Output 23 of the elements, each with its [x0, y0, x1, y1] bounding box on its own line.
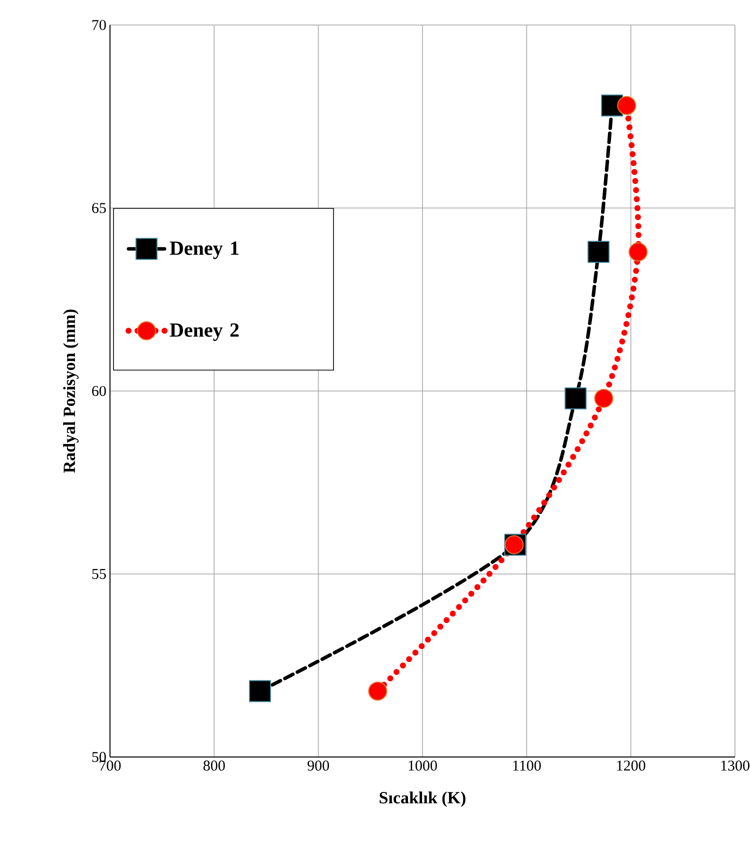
x-tick-label: 700 — [100, 760, 121, 771]
point — [368, 682, 388, 701]
x-tick-label: 1200 — [617, 760, 646, 771]
x-axis-title: Sıcaklık (K) — [380, 792, 466, 807]
point — [617, 96, 636, 116]
legend-label: Deney 2 — [170, 323, 239, 341]
y-tick-label: 55 — [92, 569, 106, 579]
y-tick-label: 50 — [92, 752, 106, 762]
x-tick-label: 900 — [308, 760, 330, 771]
point — [628, 242, 648, 262]
y-tick-label: 60 — [92, 386, 106, 396]
point — [248, 680, 271, 702]
y-tick-label: 70 — [92, 20, 106, 30]
legend-label: Deney 1 — [170, 242, 238, 260]
y-axis-title: Radyal Pozisyon (mm) — [63, 310, 79, 473]
x-tick-label: 800 — [203, 760, 225, 771]
point — [564, 387, 587, 410]
point — [588, 240, 610, 263]
x-tick-label: 1300 — [721, 760, 750, 771]
y-tick-label: 65 — [92, 202, 106, 214]
x-tick-label: 1000 — [408, 760, 437, 771]
x-tick-label: 1100 — [513, 760, 541, 771]
point — [594, 388, 614, 408]
